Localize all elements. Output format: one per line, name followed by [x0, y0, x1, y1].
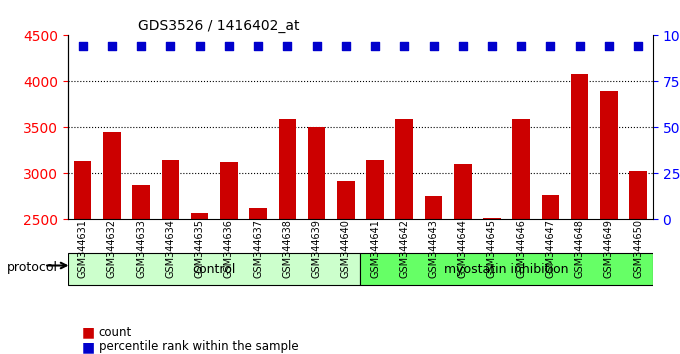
Point	[223, 44, 234, 49]
Bar	[513, 119, 530, 354]
Bar	[425, 195, 442, 354]
FancyBboxPatch shape	[360, 253, 653, 285]
Text: GSM344644: GSM344644	[458, 219, 468, 278]
Text: percentile rank within the sample: percentile rank within the sample	[99, 341, 299, 353]
Point	[603, 44, 614, 49]
Text: GDS3526 / 1416402_at: GDS3526 / 1416402_at	[138, 19, 300, 33]
Text: ■: ■	[82, 340, 95, 354]
FancyBboxPatch shape	[68, 253, 360, 285]
Text: GSM344641: GSM344641	[370, 219, 380, 278]
Point	[253, 44, 264, 49]
Text: ■: ■	[82, 326, 95, 340]
Text: GSM344642: GSM344642	[399, 219, 409, 278]
Text: GSM344643: GSM344643	[428, 219, 439, 278]
Point	[311, 44, 322, 49]
Point	[574, 44, 585, 49]
Bar	[279, 119, 296, 354]
Text: protocol: protocol	[7, 261, 58, 274]
Text: myostatin inhibition: myostatin inhibition	[444, 263, 569, 275]
Point	[135, 44, 147, 49]
Bar	[337, 181, 354, 354]
Bar	[308, 127, 325, 354]
Point	[516, 44, 527, 49]
Point	[398, 44, 409, 49]
Text: count: count	[99, 326, 132, 339]
Text: GSM344649: GSM344649	[604, 219, 614, 278]
Point	[457, 44, 468, 49]
Point	[632, 44, 643, 49]
Point	[194, 44, 205, 49]
Text: GSM344632: GSM344632	[107, 219, 117, 278]
Text: GSM344635: GSM344635	[194, 219, 205, 278]
Bar	[454, 164, 471, 354]
Text: GSM344650: GSM344650	[633, 219, 643, 278]
Point	[486, 44, 497, 49]
Bar	[396, 119, 413, 354]
Bar	[250, 207, 267, 354]
Text: GSM344646: GSM344646	[516, 219, 526, 278]
Bar	[103, 132, 120, 354]
Point	[370, 44, 381, 49]
Bar	[600, 91, 617, 354]
Text: GSM344647: GSM344647	[545, 219, 556, 278]
Bar	[483, 218, 500, 354]
Point	[78, 44, 88, 49]
Point	[282, 44, 292, 49]
Text: GSM344631: GSM344631	[78, 219, 88, 278]
Text: GSM344648: GSM344648	[575, 219, 585, 278]
Text: GSM344645: GSM344645	[487, 219, 497, 278]
Bar	[74, 161, 91, 354]
Bar	[133, 184, 150, 354]
Point	[428, 44, 439, 49]
Text: GSM344633: GSM344633	[136, 219, 146, 278]
Text: GSM344639: GSM344639	[311, 219, 322, 278]
Bar	[630, 171, 647, 354]
Point	[340, 44, 351, 49]
Text: GSM344640: GSM344640	[341, 219, 351, 278]
Point	[165, 44, 175, 49]
Point	[545, 44, 556, 49]
Text: GSM344636: GSM344636	[224, 219, 234, 278]
Text: GSM344637: GSM344637	[253, 219, 263, 278]
Text: GSM344634: GSM344634	[165, 219, 175, 278]
Bar	[367, 160, 384, 354]
Text: GSM344638: GSM344638	[282, 219, 292, 278]
Bar	[571, 74, 588, 354]
Bar	[162, 160, 179, 354]
Bar	[220, 162, 237, 354]
Point	[106, 44, 118, 49]
Text: control: control	[192, 263, 236, 275]
Bar	[542, 195, 559, 354]
Bar	[191, 213, 208, 354]
